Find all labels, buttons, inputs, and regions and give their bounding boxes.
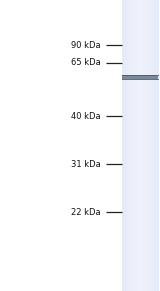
Bar [136,0,137,291]
Bar [150,0,151,291]
Bar [140,0,141,291]
Bar [156,0,157,291]
Bar [137,0,138,291]
Bar [155,0,156,291]
Bar [139,0,140,291]
Bar [124,0,125,291]
Bar [133,0,134,291]
Bar [154,0,155,291]
Bar [141,0,142,291]
Bar [132,0,133,291]
Bar [151,0,152,291]
Bar [153,0,154,291]
Bar [130,0,131,291]
Bar [134,0,135,291]
Bar [128,0,129,291]
Bar [131,0,132,291]
Bar [138,0,139,291]
Bar [129,0,130,291]
Bar [140,0,141,291]
Text: 40 kDa: 40 kDa [71,112,101,121]
Bar [126,0,127,291]
Text: 90 kDa: 90 kDa [71,41,101,49]
Bar [148,0,149,291]
Bar [146,0,147,291]
Bar [144,0,145,291]
Bar [149,0,150,291]
Bar [147,0,148,291]
Text: 65 kDa: 65 kDa [71,58,101,67]
Bar [135,0,136,291]
Bar [147,0,148,291]
Bar [158,0,159,291]
Bar [129,0,130,291]
Bar [152,0,153,291]
Bar [142,0,143,291]
Bar [143,0,144,291]
Bar [157,0,158,291]
Bar [127,0,128,291]
Bar [135,0,136,291]
Bar [146,0,147,291]
Bar [122,0,123,291]
Bar [122,75,158,79]
Bar [157,0,158,291]
Bar [141,0,142,291]
Text: 22 kDa: 22 kDa [71,208,101,217]
Bar [130,0,131,291]
Bar [156,0,157,291]
Text: 31 kDa: 31 kDa [71,160,101,169]
Bar [125,0,126,291]
Bar [123,0,124,291]
Bar [152,0,153,291]
Bar [145,0,146,291]
Bar [128,0,129,291]
